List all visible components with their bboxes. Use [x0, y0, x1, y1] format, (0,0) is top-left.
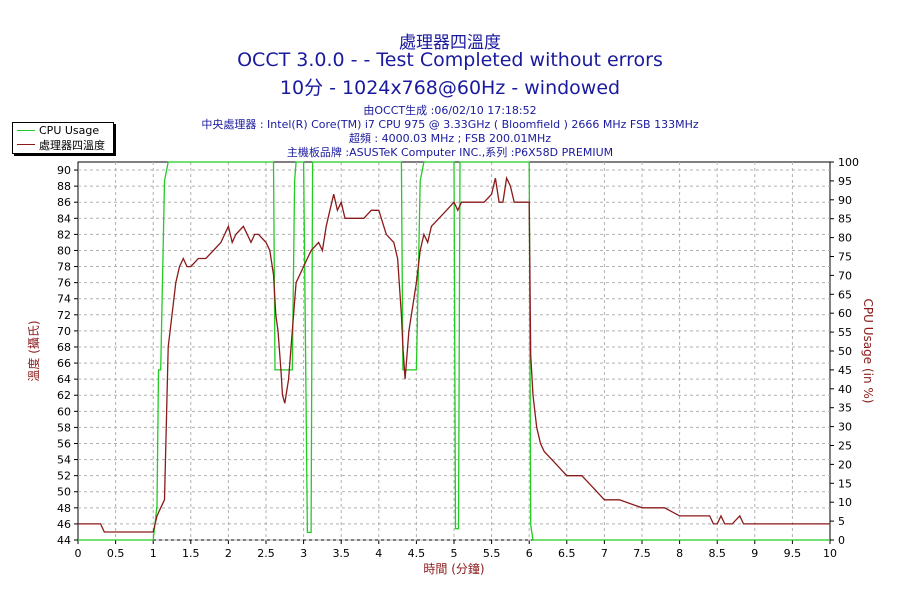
y-left-tick-label: 70	[57, 325, 71, 338]
y-right-tick-label: 0	[838, 534, 845, 547]
y-left-tick-label: 54	[57, 454, 71, 467]
x-tick-label: 6.5	[558, 547, 576, 560]
x-tick-label: 2	[225, 547, 232, 560]
y-left-tick-label: 56	[57, 437, 71, 450]
x-tick-label: 7.5	[633, 547, 651, 560]
y-left-tick-label: 60	[57, 405, 71, 418]
x-tick-label: 5.5	[483, 547, 501, 560]
series-line-cpu-usage	[78, 161, 830, 541]
legend-swatch-temperature	[17, 144, 35, 145]
y-right-tick-label: 90	[838, 194, 852, 207]
legend-item-cpu-usage: CPU Usage	[17, 124, 99, 137]
y-left-tick-label: 66	[57, 357, 71, 370]
y-left-tick-label: 84	[57, 212, 71, 225]
y-left-tick-label: 72	[57, 309, 71, 322]
info-cpu: 中央處理器 : Intel(R) Core(TM) i7 CPU 975 @ 3…	[201, 118, 699, 131]
chart-title-main: 處理器四溫度	[399, 33, 501, 53]
x-tick-label: 9.5	[784, 547, 802, 560]
y-right-tick-label: 55	[838, 326, 852, 339]
y-left-tick-label: 52	[57, 470, 71, 483]
x-tick-label: 4.5	[408, 547, 426, 560]
y-left-tick-label: 58	[57, 421, 71, 434]
y-right-tick-label: 65	[838, 288, 852, 301]
chart-title-occt: OCCT 3.0.0 - - Test Completed without er…	[237, 49, 663, 71]
x-tick-label: 0	[75, 547, 82, 560]
legend-label-temperature: 處理器四溫度	[39, 138, 105, 152]
legend-label-cpu-usage: CPU Usage	[39, 124, 100, 137]
y-left-tick-label: 86	[57, 196, 71, 209]
x-tick-label: 3	[300, 547, 307, 560]
y-right-tick-label: 40	[838, 383, 852, 396]
y-right-tick-label: 25	[838, 440, 852, 453]
y-left-tick-label: 44	[57, 534, 71, 547]
y-right-tick-label: 10	[838, 496, 852, 509]
y-left-tick-label: 64	[57, 373, 71, 386]
y-right-tick-label: 100	[838, 156, 859, 169]
y-left-tick-label: 78	[57, 261, 71, 274]
series-line-temperature	[78, 175, 830, 533]
y-left-tick-label: 76	[57, 277, 71, 290]
legend-item-temperature: 處理器四溫度	[17, 138, 105, 152]
y-left-axis-label: 溫度 (攝氏)	[26, 320, 41, 381]
y-left-tick-label: 90	[57, 164, 71, 177]
y-right-tick-label: 80	[838, 232, 852, 245]
y-left-tick-label: 50	[57, 486, 71, 499]
y-right-tick-label: 35	[838, 402, 852, 415]
y-left-tick-label: 82	[57, 228, 71, 241]
info-generated: 由OCCT生成 :06/02/10 17:18:52	[363, 104, 537, 117]
x-tick-label: 7	[601, 547, 608, 560]
x-tick-label: 1.5	[182, 547, 200, 560]
info-frequency: 超頻 : 4000.03 MHz ; FSB 200.01MHz	[348, 132, 552, 145]
y-left-tick-label: 68	[57, 341, 71, 354]
legend-swatch-cpu-usage	[17, 130, 35, 131]
y-right-tick-label: 20	[838, 458, 852, 471]
x-tick-label: 1	[150, 547, 157, 560]
chart-title-config: 10分 - 1024x768@60Hz - windowed	[279, 77, 621, 99]
y-right-tick-label: 50	[838, 345, 852, 358]
y-right-tick-label: 5	[838, 515, 845, 528]
chart-legend: CPU Usage 處理器四溫度	[12, 122, 114, 154]
y-left-tick-label: 74	[57, 293, 71, 306]
x-axis-label: 時間 (分鐘)	[423, 561, 484, 576]
x-tick-label: 0.5	[107, 547, 125, 560]
y-right-tick-label: 70	[838, 269, 852, 282]
x-tick-label: 8	[676, 547, 683, 560]
y-right-tick-label: 15	[838, 477, 852, 490]
y-right-tick-label: 45	[838, 364, 852, 377]
y-right-tick-label: 95	[838, 175, 852, 188]
x-tick-label: 6	[526, 547, 533, 560]
y-right-tick-label: 85	[838, 213, 852, 226]
y-right-tick-label: 75	[838, 251, 852, 264]
y-left-tick-label: 62	[57, 389, 71, 402]
x-tick-label: 2.5	[257, 547, 275, 560]
y-left-tick-label: 48	[57, 502, 71, 515]
y-left-tick-label: 80	[57, 244, 71, 257]
x-tick-label: 4	[375, 547, 382, 560]
y-right-tick-label: 60	[838, 307, 852, 320]
x-tick-label: 10	[823, 547, 837, 560]
x-tick-label: 8.5	[708, 547, 726, 560]
y-right-tick-label: 30	[838, 421, 852, 434]
y-left-tick-label: 46	[57, 518, 71, 531]
x-tick-label: 3.5	[332, 547, 350, 560]
x-tick-label: 5	[451, 547, 458, 560]
y-right-axis-label: CPU Usage (in %)	[861, 299, 875, 404]
y-left-tick-label: 88	[57, 180, 71, 193]
x-tick-label: 9	[751, 547, 758, 560]
info-motherboard: 主機板品牌 :ASUSTeK Computer INC.,系列 :P6X58D …	[286, 146, 614, 159]
